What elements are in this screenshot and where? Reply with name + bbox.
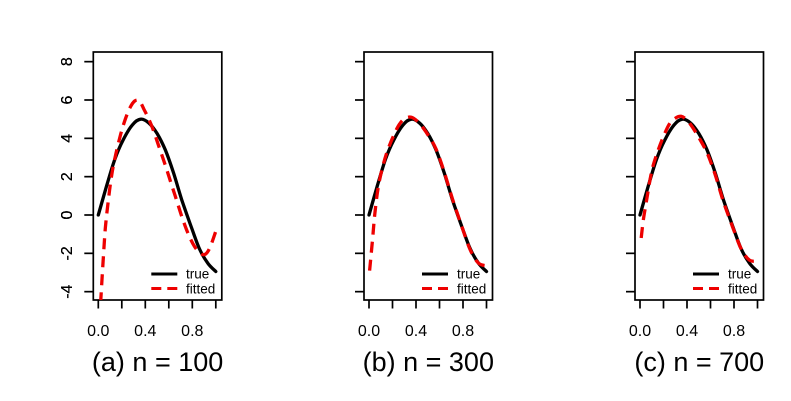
y-tick-label: 4 — [59, 134, 76, 143]
panel-b: 8 6 4 2 0 -2 -4 0.0 0.4 0.8 — [59, 51, 494, 340]
y-tick-label: 8 — [59, 57, 76, 66]
y-tick-label: -4 — [59, 284, 76, 298]
y-tick-label: -2 — [59, 246, 76, 260]
y-tick-label: 2 — [59, 172, 76, 181]
x-tick-label: 0.0 — [358, 323, 380, 340]
x-tick-label: 0.4 — [134, 323, 156, 340]
legend-true-label-c: true — [728, 267, 751, 282]
y-tick-label: 6 — [59, 95, 76, 104]
y-tick-label: -2 — [59, 246, 76, 260]
y-tick-label: 0 — [59, 210, 76, 219]
fitted-curve — [639, 114, 758, 263]
x-tick-label: 0.8 — [181, 323, 203, 340]
y-tick-label: 0 — [59, 210, 76, 219]
y-tick-label: 2 — [59, 172, 76, 181]
y-tick-label: -4 — [59, 284, 76, 298]
y-tick-label: 2 — [59, 172, 76, 181]
y-tick-label: 6 — [59, 95, 76, 104]
y-tick-label: 8 — [59, 57, 76, 66]
x-tick-label: 0.8 — [723, 323, 745, 340]
y-tick-label: 4 — [59, 134, 76, 143]
caption-a: (a) n = 100 — [92, 347, 223, 377]
y-tick-label: 4 — [59, 134, 76, 143]
y-tick-label: 6 — [59, 95, 76, 104]
plot-box — [363, 51, 494, 301]
caption-c: (c) n = 700 — [634, 347, 764, 377]
y-tick-label: -2 — [59, 246, 76, 260]
x-tick-label: 0.8 — [452, 323, 474, 340]
y-tick-label: 8 — [59, 57, 76, 66]
legend-fitted-label-c: fitted — [728, 282, 757, 297]
caption-b: (b) n = 300 — [363, 347, 494, 377]
x-tick-label: 0.4 — [676, 323, 698, 340]
legend-true-label-a: true — [186, 267, 209, 282]
x-tick-label: 0.0 — [87, 323, 109, 340]
x-tick-label: 0.4 — [405, 323, 427, 340]
fitted-curve — [99, 98, 218, 300]
fitted-curve — [367, 115, 488, 271]
legend-fitted-label-a: fitted — [186, 282, 215, 297]
text-layer: true fitted true fitted true fitted (a) … — [92, 267, 764, 378]
legend-fitted-label-b: fitted — [457, 282, 486, 297]
y-tick-label: -4 — [59, 284, 76, 298]
legend-true-label-b: true — [457, 267, 480, 282]
panel-c: 8 6 4 2 0 -2 -4 0.0 0.4 0.8 — [59, 51, 765, 340]
x-tick-label: 0.0 — [629, 323, 651, 340]
plot-box — [634, 51, 765, 301]
panel-a: 8 6 4 2 0 -2 -4 0.0 0.4 0.8 — [59, 51, 223, 340]
y-tick-label: 0 — [59, 210, 76, 219]
